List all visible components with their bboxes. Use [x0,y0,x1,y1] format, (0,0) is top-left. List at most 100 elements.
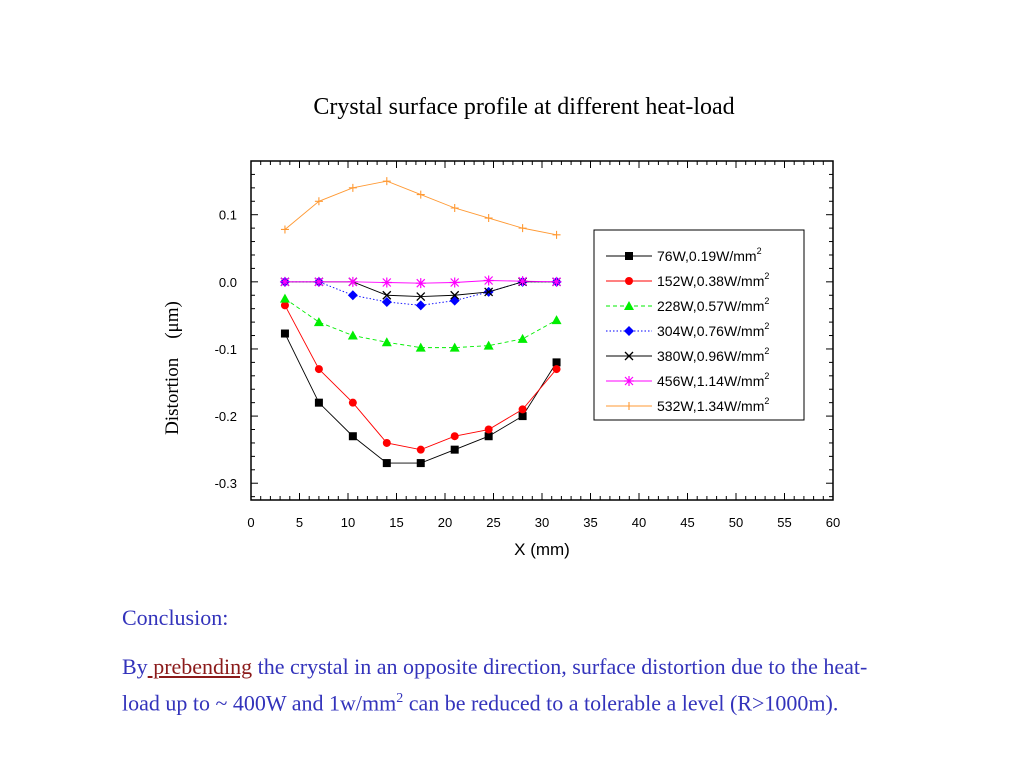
data-point [348,432,357,441]
data-point [449,342,460,352]
data-point [484,287,494,297]
data-point [381,277,392,288]
legend-marker [625,277,633,285]
x-tick-label: 40 [632,515,646,530]
data-point [416,292,426,302]
data-point [348,183,357,192]
legend: 76W,0.19W/mm2 152W,0.38W/mm2 228W,0.57W/mm… [593,229,805,421]
legend-label-sup: 2 [764,271,769,281]
data-point [314,197,323,206]
legend-label: 76W,0.19W/mm2 [657,246,762,264]
series-layer [279,177,562,468]
x-tick-label: 10 [341,515,355,530]
data-point [450,290,460,300]
y-tick-label: -0.1 [215,342,237,357]
data-point [415,300,426,311]
series-1 [280,329,561,468]
x-tick-label: 60 [826,515,840,530]
y-tick-label: -0.2 [215,409,237,424]
data-point [416,459,425,468]
data-point [314,398,323,407]
x-tick-label: 5 [296,515,303,530]
prebending-link[interactable]: prebending [147,654,253,679]
legend-label: 228W,0.57W/mm2 [657,296,769,314]
legend-marker [624,376,634,386]
data-point [415,342,426,352]
data-point [484,214,493,223]
legend-box [593,229,805,421]
data-point [347,290,358,301]
legend-marker [624,351,634,361]
conclusion-part-3: can be reduced to a tolerable a level (R… [403,690,839,716]
legend-entry-4: 304W,0.76W/mm2 [606,321,769,339]
data-point [313,317,324,327]
data-point [382,438,391,447]
legend-marker [624,326,634,336]
data-point [347,276,358,287]
y-axis-label: Distortion (μm) [162,301,183,435]
data-point [348,398,357,407]
data-point [551,315,562,325]
data-point [518,412,527,421]
data-point [552,358,561,367]
y-tick-label: 0.0 [219,275,237,290]
data-point [279,276,290,287]
axis-ticks [250,160,834,500]
legend-label-sup: 2 [764,371,769,381]
data-point [518,405,527,414]
conclusion-heading: Conclusion: [122,605,229,630]
legend-marker [625,402,633,410]
legend-label-sup: 2 [764,396,769,406]
data-point [347,330,358,340]
legend-label: 152W,0.38W/mm2 [657,271,769,289]
data-point [381,337,392,347]
data-point [382,290,392,300]
x-tick-label: 55 [777,515,791,530]
data-point [449,277,460,288]
data-point [280,301,289,310]
x-tick-label: 20 [438,515,452,530]
data-point [416,445,425,454]
x-axis-label: X (mm) [514,540,570,559]
data-point [552,365,561,374]
data-point [450,203,459,212]
legend-label: 456W,1.14W/mm2 [657,371,769,389]
data-point [279,293,290,303]
series-7 [280,177,561,239]
x-tick-label: 0 [247,515,254,530]
legend-marker [625,252,633,260]
legend-marker [624,301,634,310]
data-point [484,432,493,441]
y-tick-labels: 0.1 0.0 -0.1 -0.2 -0.3 [215,208,237,492]
y-tick-label: -0.3 [215,476,237,491]
data-point [518,224,527,233]
legend-label-sup: 2 [764,321,769,331]
legend-entry-5: 380W,0.96W/mm2 [606,346,769,364]
legend-label: 532W,1.34W/mm2 [657,396,769,414]
y-tick-label: 0.1 [219,208,237,223]
x-tick-label: 25 [486,515,500,530]
conclusion-part-2: the crystal in an opposite direction, su… [122,654,868,716]
conclusion-part-1: By [122,654,148,679]
data-point [415,278,426,289]
series-line [284,305,557,451]
series-6 [279,275,562,289]
x-tick-label: 30 [535,515,549,530]
x-tick-label: 35 [583,515,597,530]
data-point [314,365,323,374]
data-point [517,276,528,287]
data-point [483,340,494,350]
legend-label-sup: 2 [757,246,762,256]
legend-entry-3: 228W,0.57W/mm2 [606,296,769,314]
data-point [280,225,289,234]
data-point [450,432,459,441]
x-tick-labels: 0 5 10 15 20 25 30 35 40 45 50 55 60 [247,515,840,530]
legend-label-sup: 2 [764,296,769,306]
conclusion-sup: 2 [396,691,404,706]
series-line [284,180,557,236]
data-point [517,333,528,343]
series-2 [280,301,561,454]
x-tick-label: 50 [729,515,743,530]
data-point [381,296,392,307]
